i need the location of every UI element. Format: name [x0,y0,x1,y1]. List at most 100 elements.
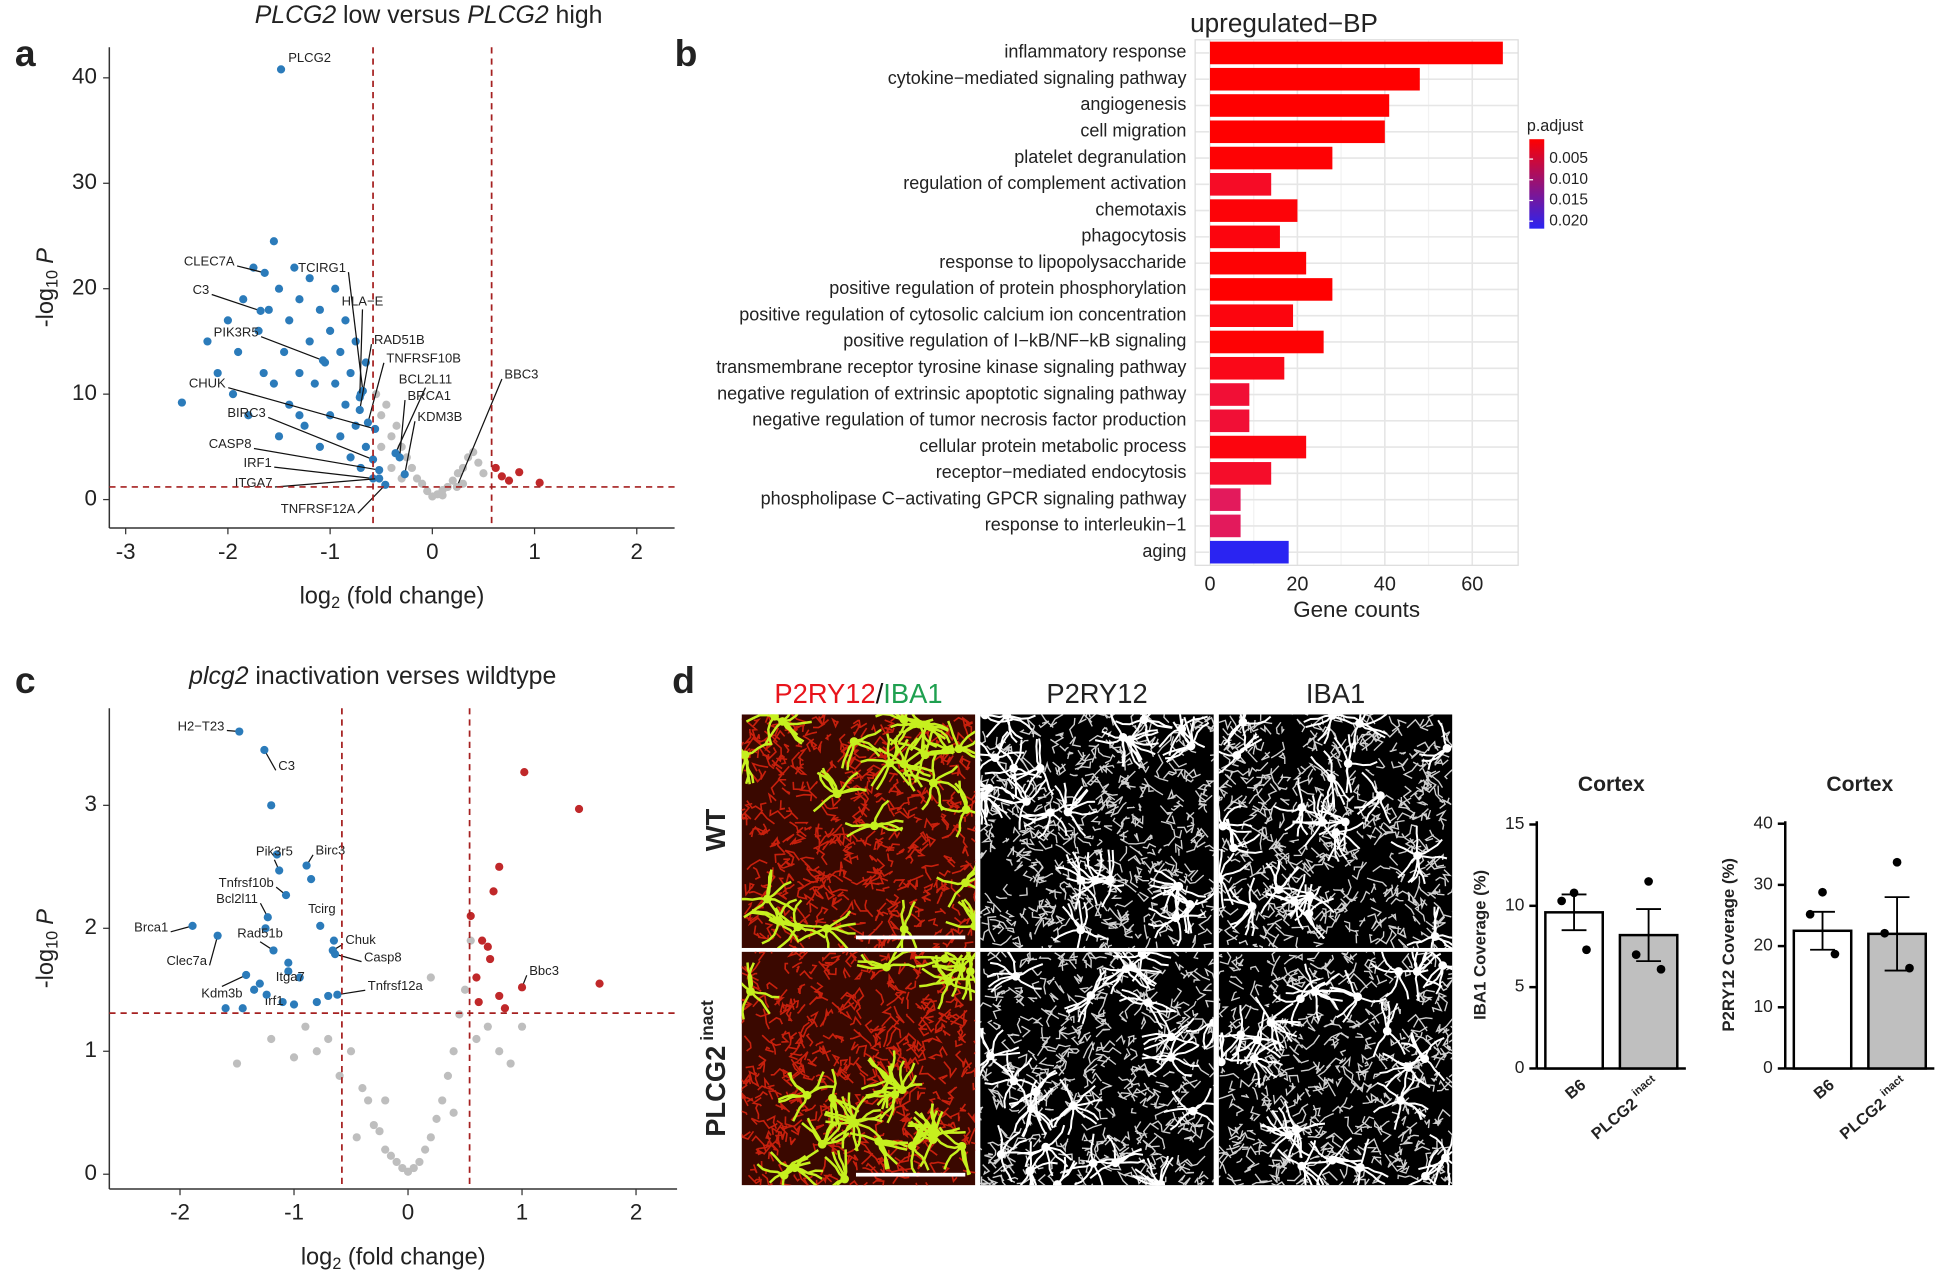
point [232,1059,242,1068]
category-label: inflammatory response [1004,42,1186,62]
cell-body [1376,791,1385,800]
gene-label: Chuk [345,932,376,947]
point [341,400,350,409]
gene-label: Bbc3 [529,963,559,978]
y-tick-label: 40 [72,64,97,89]
point [443,1071,453,1080]
x-tick-label: 0 [1204,573,1215,595]
cell-body [1156,1179,1166,1186]
gene-label: BCL2L11 [399,372,452,387]
cell-body [984,783,994,793]
cell-body [802,1090,812,1100]
point [290,263,299,272]
gene-label: Pik3r5 [256,844,293,859]
sample-point [1880,928,1889,938]
y-tick-label: 40 [1754,812,1773,832]
y-tick-label: 0 [1763,1057,1773,1077]
x-tick-label: -2 [218,539,238,564]
point [336,347,345,357]
cell-body [1291,1124,1301,1134]
y-axis-label-part: P [33,248,59,264]
point [595,979,604,988]
point [392,1157,401,1167]
annotated-point [368,455,378,464]
point [239,295,248,304]
leader-line [359,309,364,398]
cell-body [1353,992,1363,1002]
cell-body [848,1117,858,1127]
sample-point [1557,896,1566,906]
x-tick-label: PLCG2inact [1586,1073,1664,1144]
title-part: inactivation verses wildtype [249,663,557,690]
gene-label: Kdm3b [201,985,242,1000]
category-label: regulation of complement activation [903,173,1186,193]
cell-body [1382,1026,1392,1036]
sample-point [1818,887,1827,897]
annotated-point [263,913,272,922]
cell-body [1238,717,1248,727]
point [500,1004,510,1013]
plot-border [1194,39,1519,566]
leader-line [367,362,385,423]
point [381,1096,390,1105]
micrograph [741,951,976,1186]
cell-body [762,894,772,904]
x-axis-label: log2 (fold change) [300,584,485,612]
point [221,1004,230,1013]
bar [1209,251,1307,275]
point [407,463,416,473]
microglia [980,714,1214,948]
sample-point [1830,949,1840,959]
point [305,274,314,283]
x-axis-label-part: (fold change) [341,1245,485,1271]
cell-body [1412,967,1422,976]
point [474,458,483,467]
cell-body [1166,1032,1176,1042]
point [535,478,544,487]
cell-body [957,1141,967,1151]
x-tick-label: B6 [1810,1076,1837,1103]
title-part: PLCG2 [467,2,549,29]
chart-title: plcg2 inactivation verses wildtype [188,663,556,690]
point [238,1004,247,1013]
cell-body [1304,909,1314,918]
category-label: positive regulation of I−kB/NF−kB signal… [843,331,1186,351]
point [497,472,506,481]
cell-body [849,737,859,746]
cell-body [828,1093,837,1103]
annotated-point [260,268,269,277]
leader-line [267,416,374,461]
y-tick-label: 0 [84,485,96,510]
gene-label: BRCA1 [407,388,450,403]
bar [1792,929,1853,1070]
gene-label: ITGA7 [235,475,273,490]
cell-body [1035,763,1045,773]
bar [1209,41,1503,65]
cell-body [1421,1171,1430,1181]
gene-label: Tnfrsf12a [368,978,424,993]
point [415,1157,424,1167]
bar [1209,488,1241,511]
row-label: PLCG2 inact [697,1000,732,1137]
leader-line [359,344,373,411]
point [418,479,427,488]
annotated-point [375,465,384,475]
y-axis-label: IBA1 Coverage (%) [1470,870,1489,1020]
cell-body [1340,817,1350,827]
category-label: chemotaxis [1095,199,1186,219]
point [336,432,345,441]
gene-label: PLCG2 [288,50,331,65]
cell-body [1076,925,1086,935]
cell-body [1011,971,1021,981]
cell-body [1041,1142,1051,1152]
annotated-point [284,958,293,967]
annotated-point [330,950,340,959]
x-axis-label-part: (fold change) [340,584,484,610]
sample-point [1569,888,1579,898]
image-header-part: P2RY12 [774,678,875,709]
gene-label: CLEC7A [184,254,235,269]
bar [1209,304,1294,328]
annotated-point [316,921,325,930]
cell-body [1218,1057,1226,1067]
leader-line [357,484,386,514]
